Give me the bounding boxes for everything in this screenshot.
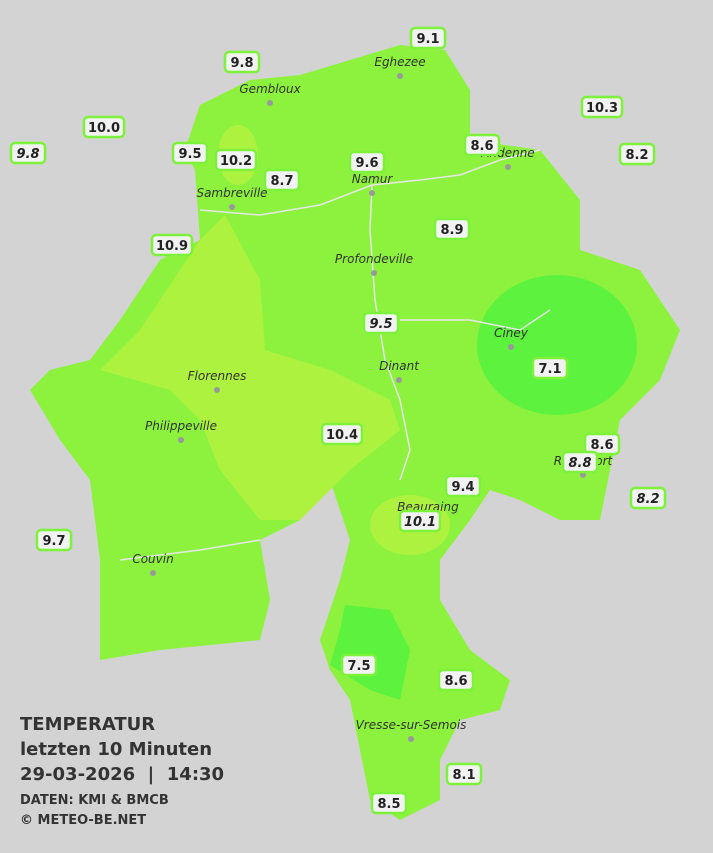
station-value: 8.8 [568,456,591,471]
station-box [437,668,475,692]
city-name: Florennes [188,369,247,383]
city-name: Profondeville [335,252,413,266]
city-dot [397,73,403,79]
station-value: 8.7 [270,174,293,189]
station-value: 9.8 [16,147,39,162]
city-dot [505,164,511,170]
city-dot [408,736,414,742]
station-value: 10.9 [156,239,188,254]
station-value: 10.3 [586,101,618,116]
station-box [223,50,261,74]
city-name: Namur [352,172,394,186]
city-dot [396,377,402,383]
station-box [583,432,621,456]
title: TEMPERATUR [20,714,155,735]
station-value: 8.1 [452,768,475,783]
city-dot [371,270,377,276]
source: DATEN: KMI & BMCB [20,793,169,808]
station-box [263,168,301,192]
station-box [531,356,569,380]
datetime: 29-03-2026 | 14:30 [20,764,224,785]
station-value: 9.6 [355,156,378,171]
station-box [214,148,258,172]
station-box [340,653,378,677]
city-dot [229,204,235,210]
city-dot [214,387,220,393]
station-value: 9.4 [451,480,474,495]
station-value: 9.8 [230,56,253,71]
station-value: 10.4 [326,428,358,443]
station-value: 9.5 [369,317,392,332]
station-box [320,422,364,446]
station-box [444,474,482,498]
station-value: 9.7 [42,534,65,549]
station-value: 8.9 [440,223,463,238]
station-box [463,133,501,157]
station-value: 9.5 [178,147,201,162]
copyright: © METEO-BE.NET [20,813,146,828]
city-name: Philippeville [145,419,217,433]
city-dot [580,472,586,478]
city-dot [178,437,184,443]
city-dot [150,570,156,576]
city-dot [267,100,273,106]
station-box [561,450,599,474]
station-box [580,95,624,119]
station-box [9,141,47,165]
station-value: 7.1 [538,362,561,377]
station-box [171,141,209,165]
station-value: 8.2 [636,492,659,507]
city-name: Sambreville [196,186,267,200]
station-value: 8.5 [377,797,400,812]
city-name: Dinant [379,359,420,373]
subtitle: letzten 10 Minuten [20,739,212,760]
city-name: Couvin [132,552,173,566]
station-box [348,150,386,174]
station-box [370,791,408,815]
station-value: 7.5 [347,659,370,674]
station-box [35,528,73,552]
station-value: 8.6 [470,139,493,154]
station-box [82,115,126,139]
city-dot [369,190,375,196]
station-box [618,142,656,166]
station-value: 8.2 [625,148,648,163]
station-box [409,26,447,50]
station-value: 8.6 [444,674,467,689]
station-value: 8.6 [590,438,613,453]
cool-zone [477,275,637,415]
station-value: 9.1 [416,32,439,47]
city-name: Eghezee [374,55,425,69]
station-value: 10.1 [404,515,436,530]
station-box [398,509,442,533]
city-dot [508,344,514,350]
river [119,149,551,561]
city-name: Gembloux [239,82,301,96]
title-block: TEMPERATUR letzten 10 Minuten 29-03-2026… [20,714,224,828]
city-name: Vresse-sur-Semois [356,718,467,732]
station-value: 10.0 [88,121,120,136]
city-name: Ciney [494,326,529,340]
station-box [150,233,194,257]
station-value: 10.2 [220,154,252,169]
station-box [362,311,400,335]
station-box [629,486,667,510]
station-box [445,762,483,786]
station-box [433,217,471,241]
